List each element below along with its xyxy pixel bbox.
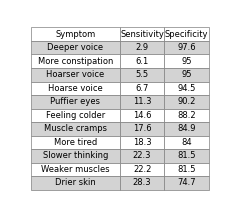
Text: Muscle cramps: Muscle cramps: [44, 124, 107, 133]
Text: More tired: More tired: [54, 138, 97, 147]
Text: 90.2: 90.2: [177, 97, 196, 106]
Text: 95: 95: [181, 70, 192, 79]
Text: 97.6: 97.6: [177, 43, 196, 52]
Bar: [164, 109, 209, 122]
Text: More constipation: More constipation: [38, 57, 113, 66]
Bar: [31, 176, 120, 190]
Bar: [120, 109, 164, 122]
Text: Hoarser voice: Hoarser voice: [46, 70, 105, 79]
Text: 2.9: 2.9: [135, 43, 149, 52]
Bar: [120, 122, 164, 136]
Text: Deeper voice: Deeper voice: [48, 43, 104, 52]
Bar: [120, 136, 164, 149]
Bar: [164, 163, 209, 176]
Bar: [164, 136, 209, 149]
Text: 95: 95: [181, 57, 192, 66]
Bar: [120, 68, 164, 81]
Bar: [120, 28, 164, 41]
Text: 94.5: 94.5: [177, 84, 196, 93]
Bar: [31, 81, 120, 95]
Bar: [164, 95, 209, 109]
Bar: [31, 28, 120, 41]
Bar: [164, 81, 209, 95]
Bar: [164, 41, 209, 54]
Text: 28.3: 28.3: [133, 178, 151, 187]
Text: 5.5: 5.5: [135, 70, 149, 79]
Text: Drier skin: Drier skin: [55, 178, 96, 187]
Bar: [31, 109, 120, 122]
Text: 84: 84: [181, 138, 192, 147]
Bar: [164, 122, 209, 136]
Text: Sensitivity: Sensitivity: [120, 30, 164, 39]
Bar: [164, 68, 209, 81]
Bar: [164, 176, 209, 190]
Text: Slower thinking: Slower thinking: [43, 151, 108, 160]
Text: 6.1: 6.1: [135, 57, 149, 66]
Text: 88.2: 88.2: [177, 111, 196, 120]
Bar: [31, 41, 120, 54]
Bar: [31, 149, 120, 163]
Text: 14.6: 14.6: [133, 111, 151, 120]
Text: 6.7: 6.7: [135, 84, 149, 93]
Text: 17.6: 17.6: [133, 124, 151, 133]
Bar: [120, 81, 164, 95]
Bar: [31, 68, 120, 81]
Bar: [120, 54, 164, 68]
Text: 22.2: 22.2: [133, 165, 151, 174]
Text: Puffier eyes: Puffier eyes: [51, 97, 100, 106]
Text: Feeling colder: Feeling colder: [46, 111, 105, 120]
Text: 84.9: 84.9: [177, 124, 196, 133]
Text: 74.7: 74.7: [177, 178, 196, 187]
Bar: [31, 54, 120, 68]
Text: 81.5: 81.5: [177, 151, 196, 160]
Text: Weaker muscles: Weaker muscles: [41, 165, 110, 174]
Bar: [31, 163, 120, 176]
Bar: [164, 28, 209, 41]
Bar: [164, 54, 209, 68]
Bar: [120, 95, 164, 109]
Bar: [120, 149, 164, 163]
Text: 22.3: 22.3: [133, 151, 151, 160]
Text: 11.3: 11.3: [133, 97, 151, 106]
Bar: [120, 176, 164, 190]
Text: Hoarse voice: Hoarse voice: [48, 84, 103, 93]
Bar: [31, 95, 120, 109]
Text: Symptom: Symptom: [55, 30, 96, 39]
Text: Specificity: Specificity: [165, 30, 208, 39]
Bar: [31, 122, 120, 136]
Text: 81.5: 81.5: [177, 165, 196, 174]
Text: 18.3: 18.3: [133, 138, 151, 147]
Bar: [120, 41, 164, 54]
Bar: [164, 149, 209, 163]
Bar: [120, 163, 164, 176]
Bar: [31, 136, 120, 149]
